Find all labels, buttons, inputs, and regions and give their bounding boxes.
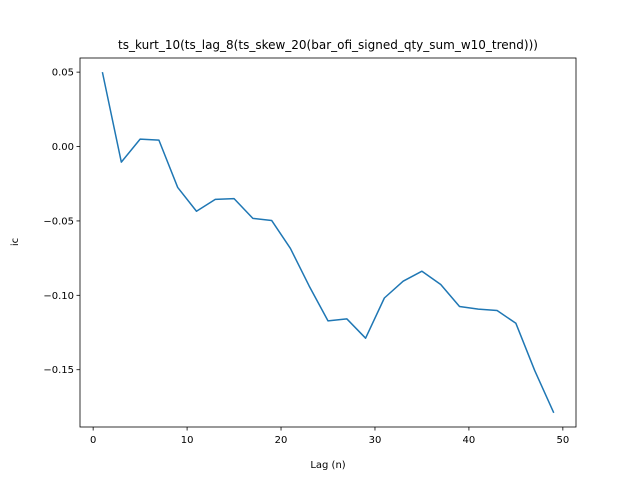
x-tick-label: 30 [369, 435, 382, 446]
x-tick-label: 40 [463, 435, 476, 446]
y-axis-label: ic [10, 238, 21, 246]
axes-frame [79, 57, 577, 428]
x-tick-label: 50 [556, 435, 569, 446]
x-axis-label: Lag (n) [310, 460, 345, 471]
chart-title: ts_kurt_10(ts_lag_8(ts_skew_20(bar_ofi_s… [118, 38, 538, 52]
y-axis: 0.05 0.00 −0.05 −0.10 −0.15 [43, 68, 80, 376]
y-tick-label: −0.10 [43, 291, 74, 302]
series-layer [101, 71, 555, 414]
plot-area [80, 58, 576, 427]
x-tick-label: 20 [275, 435, 288, 446]
y-tick-label: −0.05 [43, 216, 74, 227]
plot-background [80, 58, 576, 427]
y-tick-label: −0.15 [43, 365, 74, 376]
series-line-0 [101, 71, 555, 414]
x-tick-label: 0 [90, 435, 96, 446]
x-axis: 0 10 20 30 40 50 [90, 427, 569, 446]
y-tick-label: 0.05 [52, 68, 74, 79]
x-tick-label: 10 [181, 435, 194, 446]
y-tick-label: 0.00 [52, 142, 74, 153]
